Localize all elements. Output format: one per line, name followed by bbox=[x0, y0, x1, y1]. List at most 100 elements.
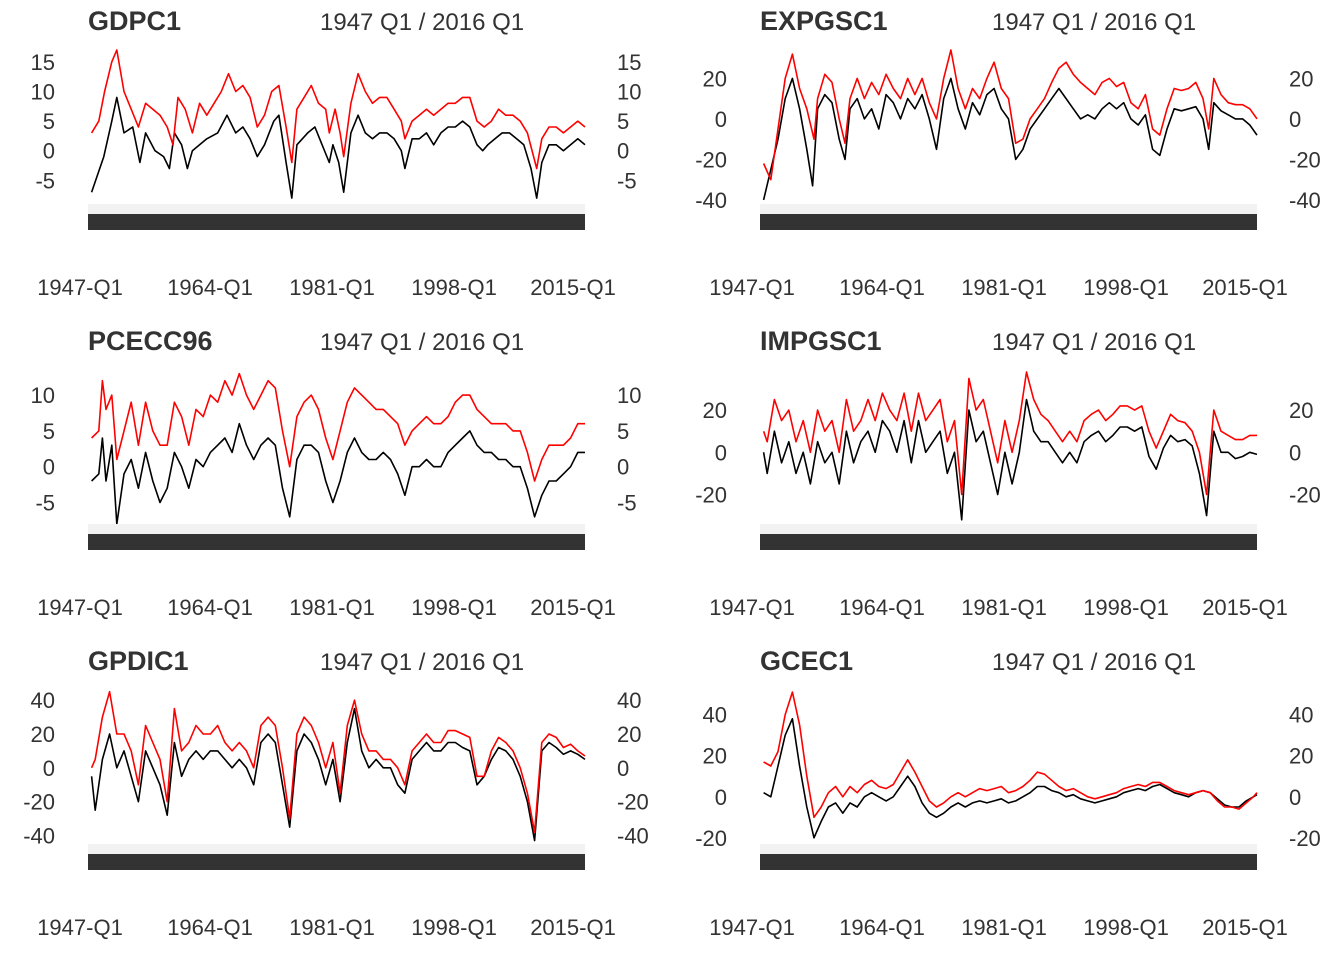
chart-title: GPDIC1 bbox=[88, 646, 189, 676]
chart-panel: GPDIC1 1947 Q1 / 2016 Q1 40 40 20 20 0 0 -20 -20 -… bbox=[23, 646, 649, 940]
y-tick-label-right: -40 bbox=[1289, 188, 1321, 213]
y-tick-label-left: 20 bbox=[31, 722, 55, 747]
y-tick-label-left: -5 bbox=[35, 491, 55, 516]
range-bar-track bbox=[88, 204, 585, 214]
chart-title: EXPGSC1 bbox=[760, 6, 888, 36]
x-tick-label: 1998-Q1 bbox=[1083, 275, 1169, 300]
x-tick-label: 1947-Q1 bbox=[37, 275, 123, 300]
y-tick-label-right: 40 bbox=[1289, 703, 1313, 728]
chart-date-range: 1947 Q1 / 2016 Q1 bbox=[992, 649, 1196, 676]
y-tick-label-right: 15 bbox=[617, 50, 641, 75]
x-tick-label: 1947-Q1 bbox=[709, 275, 795, 300]
x-tick-label: 1947-Q1 bbox=[709, 915, 795, 940]
range-bar-track bbox=[760, 844, 1257, 854]
x-tick-label: 2015-Q1 bbox=[530, 915, 616, 940]
x-tick-label: 1964-Q1 bbox=[167, 275, 253, 300]
y-tick-label-left: 0 bbox=[715, 440, 727, 465]
y-tick-label-left: -5 bbox=[35, 168, 55, 193]
y-tick-label-right: -20 bbox=[1289, 482, 1321, 507]
y-tick-label-left: -20 bbox=[695, 147, 727, 172]
range-selector-bar[interactable] bbox=[760, 214, 1257, 230]
y-tick-label-left: 20 bbox=[703, 744, 727, 769]
y-tick-label-right: -5 bbox=[617, 168, 637, 193]
x-tick-label: 1981-Q1 bbox=[961, 275, 1047, 300]
series-line-red bbox=[91, 372, 585, 482]
y-tick-label-right: -20 bbox=[617, 790, 649, 815]
y-tick-label-left: -20 bbox=[695, 826, 727, 851]
range-selector-bar[interactable] bbox=[88, 214, 585, 230]
y-tick-label-right: 5 bbox=[617, 109, 629, 134]
range-bar-track bbox=[760, 204, 1257, 214]
y-tick-label-right: 10 bbox=[617, 79, 641, 104]
range-bar-track bbox=[88, 844, 585, 854]
chart-title: GDPC1 bbox=[88, 6, 181, 36]
range-selector-bar[interactable] bbox=[88, 534, 585, 550]
x-tick-label: 1998-Q1 bbox=[411, 275, 497, 300]
y-tick-label-right: -20 bbox=[1289, 826, 1321, 851]
chart-panel: EXPGSC1 1947 Q1 / 2016 Q1 20 20 0 0 -20 -20 -40 -… bbox=[695, 6, 1321, 300]
range-selector-bar[interactable] bbox=[88, 854, 585, 870]
series-line-black bbox=[90, 707, 586, 842]
x-tick-label: 1998-Q1 bbox=[411, 595, 497, 620]
y-tick-label-left: 0 bbox=[715, 785, 727, 810]
y-tick-label-left: -40 bbox=[695, 188, 727, 213]
x-tick-label: 1981-Q1 bbox=[961, 595, 1047, 620]
y-tick-label-right: 20 bbox=[1289, 66, 1313, 91]
y-tick-label-right: 40 bbox=[617, 688, 641, 713]
chart-date-range: 1947 Q1 / 2016 Q1 bbox=[320, 329, 524, 356]
x-tick-label: 1947-Q1 bbox=[37, 595, 123, 620]
x-tick-label: 1964-Q1 bbox=[839, 275, 925, 300]
y-tick-label-left: 0 bbox=[43, 139, 55, 164]
x-tick-label: 1981-Q1 bbox=[289, 915, 375, 940]
y-tick-label-left: 0 bbox=[715, 107, 727, 132]
y-tick-label-right: -40 bbox=[617, 824, 649, 849]
y-tick-label-right: 20 bbox=[1289, 744, 1313, 769]
x-tick-label: 1981-Q1 bbox=[289, 595, 375, 620]
x-tick-label: 1964-Q1 bbox=[839, 595, 925, 620]
x-tick-label: 1981-Q1 bbox=[289, 275, 375, 300]
y-tick-label-right: 0 bbox=[1289, 440, 1301, 465]
y-tick-label-left: 40 bbox=[31, 688, 55, 713]
y-tick-label-right: 10 bbox=[617, 383, 641, 408]
chart-panel: GCEC1 1947 Q1 / 2016 Q1 40 40 20 20 0 0 -20 -20 19… bbox=[695, 646, 1321, 940]
series-line-red bbox=[763, 691, 1258, 819]
y-tick-label-left: 10 bbox=[31, 383, 55, 408]
chart-date-range: 1947 Q1 / 2016 Q1 bbox=[992, 9, 1196, 36]
chart-title: GCEC1 bbox=[760, 646, 853, 676]
chart-date-range: 1947 Q1 / 2016 Q1 bbox=[320, 649, 524, 676]
series-line-black bbox=[91, 422, 585, 525]
chart-panel: IMPGSC1 1947 Q1 / 2016 Q1 20 20 0 0 -20 -20 1947… bbox=[695, 326, 1321, 620]
series-line-red bbox=[762, 371, 1257, 496]
chart-title: PCECC96 bbox=[88, 326, 213, 356]
y-tick-label-left: 15 bbox=[31, 50, 55, 75]
y-tick-label-left: -40 bbox=[23, 824, 55, 849]
series-line-red bbox=[762, 49, 1258, 181]
x-tick-label: 1981-Q1 bbox=[961, 915, 1047, 940]
chart-date-range: 1947 Q1 / 2016 Q1 bbox=[320, 9, 524, 36]
series-line-black bbox=[90, 96, 586, 199]
series-line-red bbox=[90, 49, 586, 170]
chart-title: IMPGSC1 bbox=[760, 326, 882, 356]
x-tick-label: 2015-Q1 bbox=[530, 595, 616, 620]
y-tick-label-right: 20 bbox=[617, 722, 641, 747]
y-tick-label-right: 0 bbox=[617, 455, 629, 480]
y-tick-label-right: 20 bbox=[1289, 398, 1313, 423]
y-tick-label-right: 0 bbox=[617, 756, 629, 781]
y-tick-label-left: 40 bbox=[703, 703, 727, 728]
x-tick-label: 1998-Q1 bbox=[1083, 915, 1169, 940]
range-selector-bar[interactable] bbox=[760, 534, 1257, 550]
range-selector-bar[interactable] bbox=[760, 854, 1257, 870]
y-tick-label-left: 0 bbox=[43, 756, 55, 781]
x-tick-label: 1964-Q1 bbox=[167, 915, 253, 940]
y-tick-label-right: 5 bbox=[617, 419, 629, 444]
x-tick-label: 2015-Q1 bbox=[1202, 275, 1288, 300]
y-tick-label-left: 20 bbox=[703, 66, 727, 91]
y-tick-label-left: 10 bbox=[31, 79, 55, 104]
y-tick-label-left: -20 bbox=[23, 790, 55, 815]
x-tick-label: 2015-Q1 bbox=[1202, 595, 1288, 620]
y-tick-label-left: 5 bbox=[43, 109, 55, 134]
chart-panel: PCECC96 1947 Q1 / 2016 Q1 10 10 5 5 0 0 -5 -5 1947… bbox=[31, 326, 642, 620]
x-tick-label: 2015-Q1 bbox=[1202, 915, 1288, 940]
